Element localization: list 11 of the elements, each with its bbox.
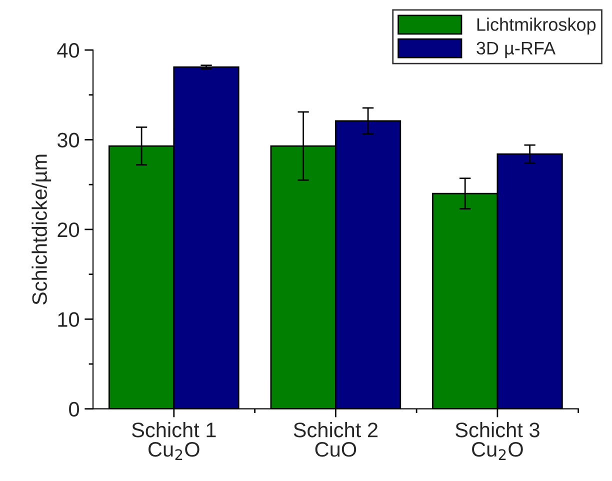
x-tick-label: Schicht 3 Cu$_{2}$O — [456, 422, 540, 460]
y-axis-title: Schichtdicke/µm — [32, 154, 52, 305]
y-tick-label: 20 — [58, 222, 80, 238]
y-tick-label: 40 — [57, 43, 80, 58]
x-tick-label: Schicht 1 Cu$_{2}$O — [132, 422, 216, 460]
x-tick-label: Schicht 2 CuO — [294, 422, 378, 457]
y-tick-label: 0 — [69, 402, 80, 417]
legend-label: Lichtmikroskop — [477, 18, 596, 34]
y-tick-label: 10 — [58, 312, 80, 327]
legend-label: 3D µ-RFA — [476, 42, 556, 58]
y-tick-label: 30 — [57, 132, 80, 148]
